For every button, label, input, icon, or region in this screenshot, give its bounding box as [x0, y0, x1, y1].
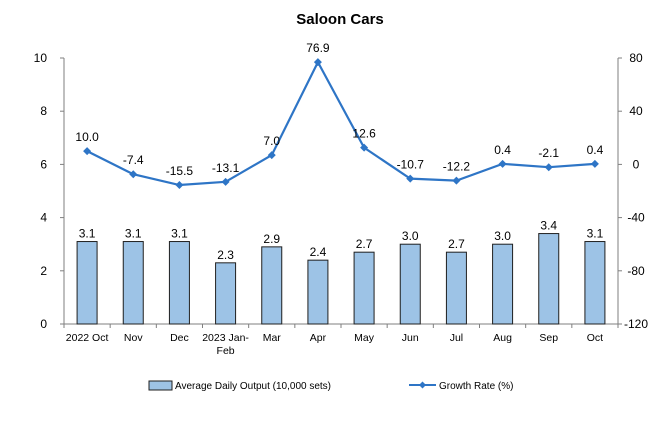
y-right-tick-label: 80: [629, 51, 643, 65]
legend-line-marker: [419, 381, 426, 389]
y-axis-right: -120 -80 -40 0 40 80: [617, 51, 648, 331]
bar-data-labels: 3.1 3.1 3.1 2.3 2.9 2.4 2.7 3.0 2.7 3.0 3.4 3.1: [79, 219, 604, 262]
x-tick-label: May: [354, 332, 375, 344]
bar: [261, 246, 283, 325]
legend: Average Daily Output (10,000 sets) Growt…: [148, 380, 513, 392]
y-right-tick-label: -40: [627, 211, 645, 225]
bar-value-label: 3.0: [494, 229, 511, 243]
line-value-label: 0.4: [494, 143, 511, 157]
line-point-marker: [452, 176, 461, 185]
line-point-marker: [267, 151, 276, 160]
legend-bar-swatch: [148, 380, 173, 391]
x-tick-label: Aug: [493, 332, 512, 344]
bar: [445, 251, 467, 325]
bar-series: [76, 233, 606, 325]
line-value-label: 12.6: [352, 127, 376, 141]
x-tick-label: Jun: [402, 332, 419, 344]
line-point-marker: [313, 58, 322, 67]
bar: [492, 243, 514, 325]
y-right-tick-label: 0: [633, 157, 640, 171]
line-point-marker: [83, 147, 92, 156]
x-tick-label: 2023 Jan-: [202, 332, 249, 344]
x-tick-label: Jul: [450, 332, 463, 344]
y-left-tick-label: 4: [40, 211, 47, 225]
y-left-tick-label: 10: [34, 51, 48, 65]
x-tick-label: Apr: [310, 332, 327, 344]
x-tick-label: Oct: [587, 332, 603, 344]
y-right-tick-label: 40: [629, 104, 643, 118]
line-series: [83, 58, 599, 190]
line-value-label: 0.4: [587, 143, 604, 157]
line-value-label: -13.1: [212, 161, 240, 175]
y-right-tick-label: -120: [624, 317, 648, 331]
y-axis-left: 0 2 4 6 8 10: [34, 51, 65, 331]
bar-value-label: 2.7: [448, 237, 465, 251]
y-left-tick-label: 8: [40, 104, 47, 118]
line-point-marker: [129, 170, 138, 179]
bar: [76, 241, 98, 325]
line-point-marker: [406, 174, 415, 183]
line-value-label: -2.1: [538, 146, 559, 160]
line-value-label: -10.7: [397, 158, 425, 172]
bar-value-label: 3.1: [125, 227, 142, 241]
line-value-label: 7.0: [263, 134, 280, 148]
bar-value-label: 2.9: [263, 232, 280, 246]
bar-value-label: 2.3: [217, 248, 234, 262]
legend-line-label: Growth Rate (%): [439, 381, 513, 392]
line-data-labels: 10.0 -7.4 -15.5 -13.1 7.0 76.9 12.6 -10.7 -12.2 0…: [75, 41, 603, 178]
line-point-marker: [498, 159, 507, 168]
line-value-label: -7.4: [123, 153, 144, 167]
bar: [168, 241, 190, 325]
bar-value-label: 2.7: [356, 237, 373, 251]
legend-bar-label: Average Daily Output (10,000 sets): [175, 381, 331, 392]
bar-value-label: 3.1: [171, 227, 188, 241]
bar: [215, 262, 237, 325]
bar: [538, 233, 560, 325]
x-tick-label: Feb: [217, 345, 235, 357]
line-value-label: -15.5: [166, 164, 194, 178]
line-point-marker: [590, 159, 599, 168]
line-point-marker: [544, 163, 553, 172]
growth-rate-line: [86, 59, 595, 187]
bar-value-label: 3.4: [540, 219, 557, 233]
x-tick-label: Sep: [539, 332, 558, 344]
y-left-tick-label: 2: [40, 264, 47, 278]
bar: [307, 259, 329, 325]
x-axis: 2022 Oct Nov Dec 2023 Jan-Feb Mar Apr May Jun Ju…: [63, 323, 619, 357]
y-right-tick-label: -80: [627, 264, 645, 278]
line-value-label: -12.2: [443, 160, 471, 174]
bar: [353, 251, 375, 325]
bar-value-label: 3.0: [402, 229, 419, 243]
bar: [399, 243, 421, 325]
x-tick-label: Mar: [263, 332, 282, 344]
bar-value-label: 3.1: [587, 227, 604, 241]
line-point-marker: [360, 143, 369, 152]
y-left-tick-label: 6: [40, 157, 47, 171]
line-point-marker: [221, 177, 230, 186]
bar: [122, 241, 144, 325]
x-tick-label: 2022 Oct: [66, 332, 109, 344]
line-point-marker: [175, 181, 184, 190]
x-tick-label: Dec: [170, 332, 189, 344]
chart-title: Saloon Cars: [296, 11, 384, 28]
line-value-label: 10.0: [75, 130, 99, 144]
bar: [584, 241, 606, 325]
x-tick-label: Nov: [124, 332, 143, 344]
y-left-tick-label: 0: [40, 317, 47, 331]
bar-value-label: 3.1: [79, 227, 96, 241]
bar-value-label: 2.4: [310, 245, 327, 259]
line-value-label: 76.9: [306, 41, 330, 55]
